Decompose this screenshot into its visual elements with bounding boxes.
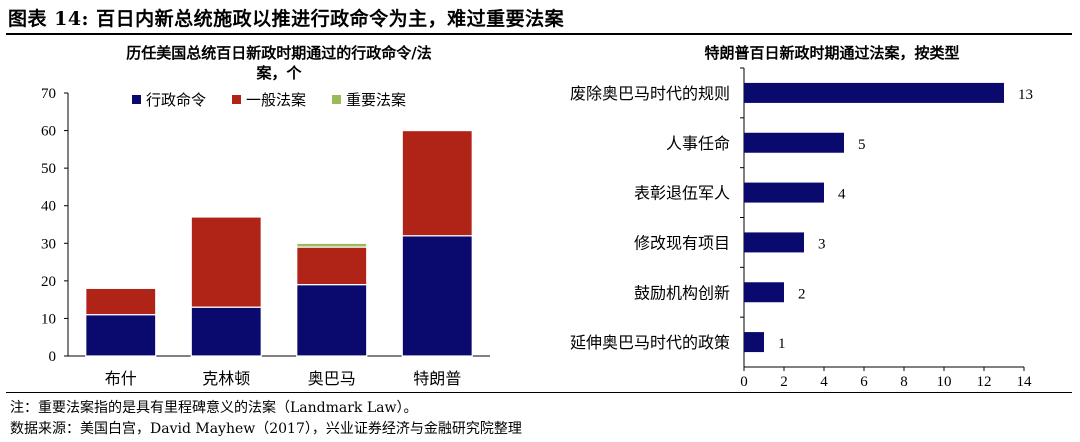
- bar-segment: [190, 306, 262, 357]
- y-category-label: 修改现有项目: [634, 233, 730, 252]
- stacked-bar-chart: 历任美国总统百日新政时期通过的行政命令/法 案，个 行政命令 一般法案 重要法案 0…: [41, 44, 490, 388]
- left-chart-title-line1: 历任美国总统百日新政时期通过的行政命令/法: [126, 44, 431, 62]
- bar: [744, 82, 1004, 103]
- x-tick-label: 0: [740, 374, 748, 390]
- bar: [744, 332, 764, 353]
- horizontal-bar-chart: 特朗普百日新政时期通过法案，按类型 0 2 4 6 8 10 12 14废除奥巴马时代的规则人…: [570, 44, 1033, 390]
- bar-segment: [296, 242, 368, 248]
- y-tick-label: 70: [41, 86, 56, 102]
- y-category-label: 废除奥巴马时代的规则: [570, 84, 730, 103]
- legend-swatch: [232, 95, 241, 104]
- x-tick-label: 14: [1017, 374, 1033, 390]
- legend-swatch: [332, 95, 341, 104]
- data-label: 3: [818, 236, 826, 252]
- x-tick-label: 12: [977, 374, 992, 390]
- bar: [744, 282, 784, 303]
- legend-label: 一般法案: [246, 91, 306, 109]
- bar: [744, 182, 824, 203]
- x-tick-label: 布什: [105, 369, 137, 388]
- legend-label: 行政命令: [146, 91, 206, 109]
- right-bars: 13 5 4 3 2 1: [744, 82, 1033, 353]
- y-category-label: 延伸奥巴马时代的政策: [570, 333, 730, 352]
- data-label: 4: [838, 187, 846, 203]
- data-label: 5: [858, 137, 866, 153]
- bar: [744, 232, 804, 253]
- x-tick-label: 6: [860, 374, 868, 390]
- data-label: 1: [778, 336, 786, 352]
- bar-segment: [296, 284, 368, 357]
- title-rule: [6, 33, 1072, 35]
- footer-rule: [6, 392, 1072, 393]
- y-category-label: 人事任命: [666, 134, 730, 153]
- bar: [744, 132, 844, 153]
- data-label: 2: [798, 286, 806, 302]
- bar-segment: [85, 314, 157, 357]
- y-tick-label: 40: [41, 199, 56, 215]
- left-axes: 0 10 20 30 40 50 60 70 布什 克林顿 奥巴马 特朗普: [41, 86, 490, 388]
- left-bars: [85, 129, 473, 357]
- right-axes: 0 2 4 6 8 10 12 14废除奥巴马时代的规则人事任命表彰退伍军人修改现有项目鼓励机…: [570, 67, 1033, 390]
- y-tick-label: 10: [41, 311, 56, 327]
- bar-segment: [85, 287, 157, 316]
- bar-segment: [401, 129, 473, 237]
- data-label: 13: [1018, 87, 1033, 103]
- left-chart-title-line2: 案，个: [255, 64, 302, 82]
- figure-title: 图表 14: 百日内新总统施政以推进行政命令为主，难过重要法案: [8, 8, 565, 30]
- x-tick-label: 克林顿: [202, 369, 250, 388]
- note-text: 注：重要法案指的是具有里程碑意义的法案（Landmark Law）。: [10, 400, 418, 416]
- legend-swatch: [132, 95, 141, 104]
- x-tick-label: 2: [780, 374, 788, 390]
- x-tick-label: 8: [900, 374, 908, 390]
- y-tick-label: 60: [41, 124, 56, 140]
- y-category-label: 表彰退伍军人: [634, 184, 730, 203]
- bar-segment: [296, 246, 368, 286]
- left-legend: 行政命令 一般法案 重要法案: [132, 91, 406, 109]
- y-category-label: 鼓励机构创新: [634, 283, 730, 302]
- x-tick-label: 奥巴马: [308, 369, 356, 388]
- x-tick-label: 特朗普: [413, 369, 461, 388]
- right-chart-title: 特朗普百日新政时期通过法案，按类型: [704, 44, 959, 62]
- y-tick-label: 20: [41, 274, 56, 290]
- bar-segment: [401, 235, 473, 357]
- x-tick-label: 4: [820, 374, 828, 390]
- legend-label: 重要法案: [346, 91, 406, 109]
- y-tick-label: 50: [41, 161, 56, 177]
- source-text: 数据来源：美国白宫，David Mayhew（2017），兴业证券经济与金融研究…: [10, 421, 522, 437]
- bar-segment: [190, 216, 262, 308]
- x-tick-label: 10: [937, 374, 952, 390]
- y-tick-label: 30: [41, 236, 56, 252]
- y-tick-label: 0: [49, 349, 57, 365]
